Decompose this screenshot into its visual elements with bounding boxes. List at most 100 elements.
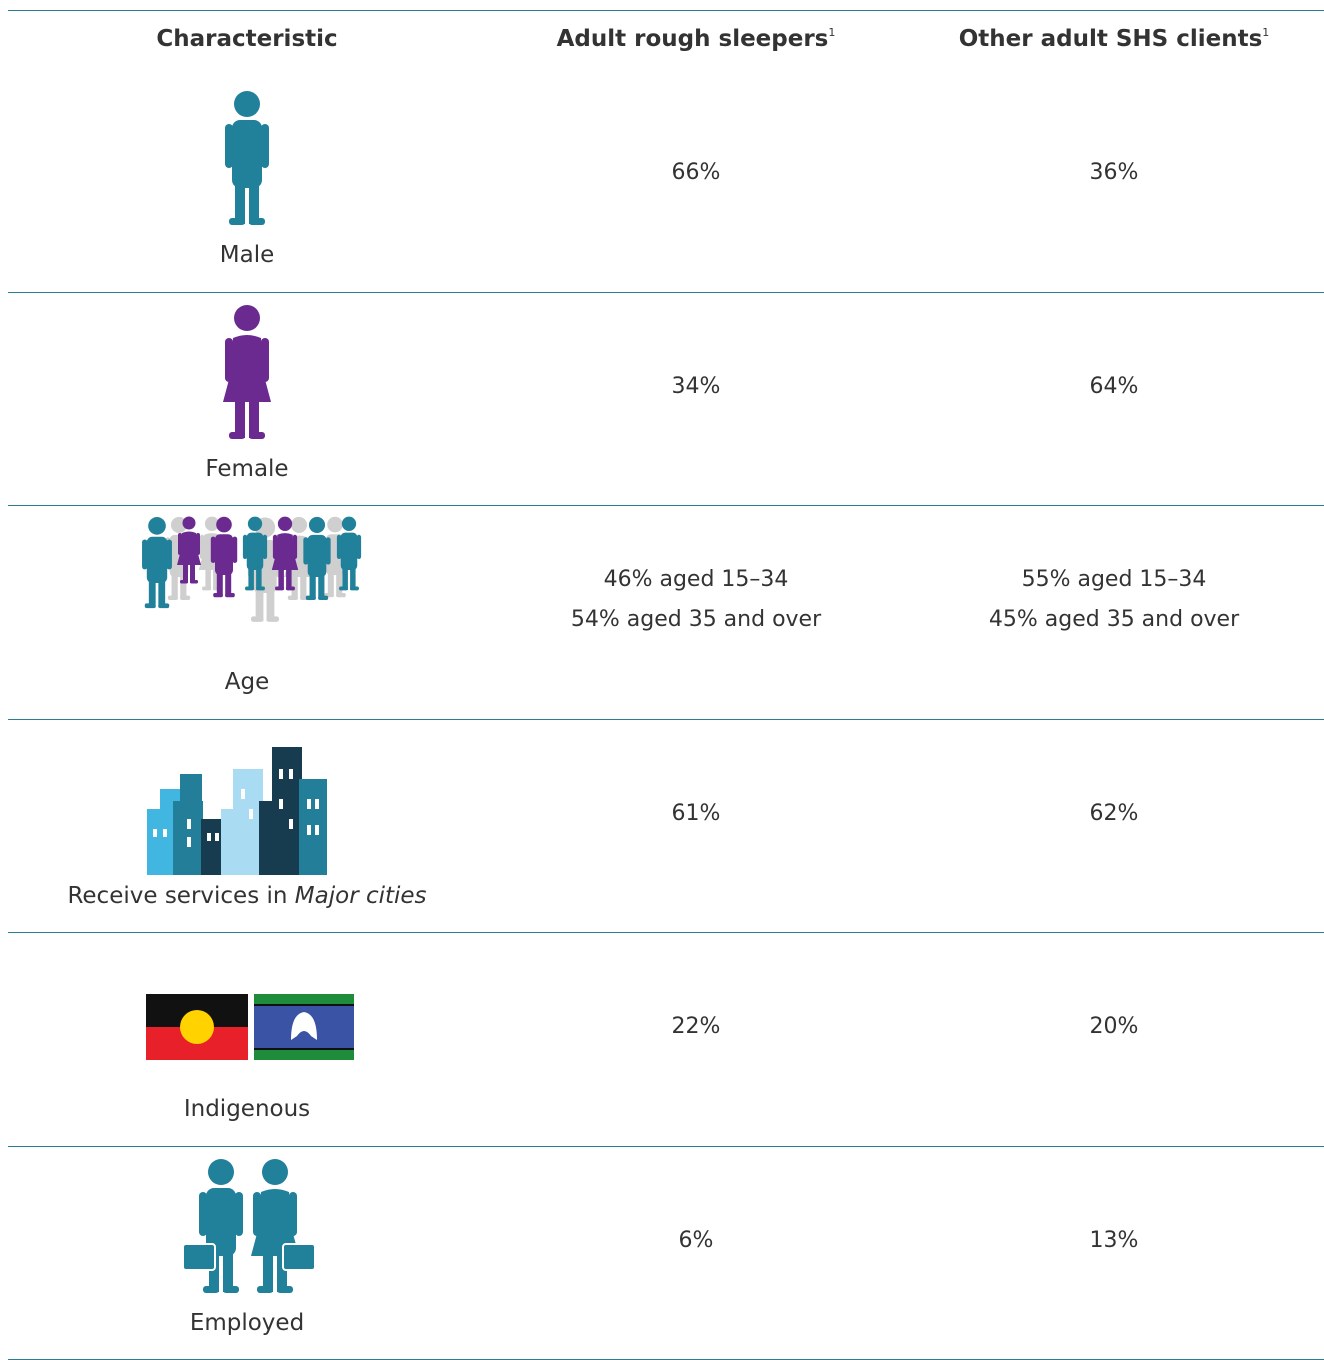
label-text: Indigenous — [183, 1096, 311, 1122]
icon-shape — [223, 334, 271, 402]
icon-shape — [262, 534, 268, 559]
rule — [8, 718, 1324, 720]
value-text: 20% — [1089, 1014, 1139, 1039]
icon-shape — [278, 567, 284, 590]
value-cell: 55% aged 15–34 45% aged 35 and over — [989, 560, 1239, 640]
icon-shape — [148, 580, 156, 608]
icon-shape — [341, 516, 357, 531]
icon-shape — [171, 574, 178, 600]
icon-shape — [146, 536, 168, 583]
icon-shape — [287, 595, 298, 600]
column-header: Adult rough sleepers1 — [557, 26, 836, 52]
icon-shape — [356, 534, 362, 559]
icon-shape — [289, 768, 293, 779]
icon-shape — [180, 580, 188, 584]
value-cell: 34% — [672, 367, 721, 407]
icon-shape — [213, 567, 219, 590]
label-text: Age — [224, 669, 270, 695]
icon-shape — [235, 1191, 243, 1236]
icon-shape — [180, 595, 191, 600]
row-icon — [142, 516, 362, 622]
icon-shape — [206, 1187, 236, 1256]
icon-shape — [290, 516, 308, 533]
icon-shape — [253, 1191, 261, 1236]
value-cell: 6% — [679, 1221, 714, 1261]
value-text: 34% — [671, 373, 721, 399]
value-text: 46% aged 15–34 — [603, 567, 789, 592]
icon-shape — [249, 218, 265, 225]
row-label: Receive services in Major cities — [67, 883, 426, 909]
label-text: Female — [205, 455, 289, 482]
icon-shape — [350, 567, 356, 590]
icon-shape — [279, 798, 283, 809]
icon-shape — [315, 824, 319, 835]
icon-shape — [208, 1158, 234, 1185]
header-text: Characteristic — [156, 26, 338, 52]
value-text: 62% — [1089, 800, 1139, 826]
icon-shape — [180, 1010, 214, 1044]
rule — [8, 505, 1324, 506]
icon-shape — [350, 586, 359, 591]
icon-shape — [242, 534, 248, 559]
icon-shape — [201, 818, 223, 875]
value-cell: 61% — [672, 794, 721, 834]
icon-shape — [307, 824, 311, 835]
value-text: 66% — [671, 160, 721, 185]
row-label: Female — [205, 456, 288, 482]
icon-shape — [305, 595, 316, 600]
icon-shape — [336, 593, 346, 598]
icon-shape — [299, 778, 327, 875]
icon-shape — [202, 586, 211, 591]
row-label: Male — [220, 242, 274, 268]
icon-shape — [279, 768, 283, 779]
icon-shape — [225, 124, 233, 168]
icon-shape — [216, 572, 223, 597]
icon-shape — [292, 534, 298, 559]
value-text: 45% aged 35 and over — [988, 607, 1240, 632]
icon-shape — [187, 836, 191, 847]
icon-shape — [271, 516, 299, 591]
row-icon — [223, 304, 271, 439]
icon-shape — [180, 773, 202, 804]
value-cell: 22% — [672, 1007, 721, 1047]
icon-shape — [303, 516, 331, 600]
icon-shape — [307, 534, 327, 577]
icon-shape — [325, 537, 331, 565]
icon-shape — [190, 563, 195, 583]
icon-shape — [213, 593, 223, 598]
icon-shape — [336, 516, 362, 591]
icon-shape — [199, 1158, 243, 1293]
row-label: Indigenous — [184, 1096, 310, 1122]
icon-shape — [234, 304, 260, 331]
icon-shape — [251, 1158, 299, 1293]
icon-shape — [308, 516, 326, 533]
value-cell: 64% — [1090, 367, 1139, 407]
icon-shape — [225, 593, 235, 598]
icon-shape — [277, 516, 293, 531]
icon-shape — [248, 567, 254, 590]
icon-shape — [199, 534, 205, 559]
icon-shape — [142, 517, 172, 609]
icon-shape — [229, 218, 245, 225]
icon-shape — [203, 1285, 219, 1293]
icon-shape — [235, 397, 245, 438]
rule — [8, 291, 1324, 293]
icon-shape — [261, 337, 269, 382]
icon-shape — [225, 337, 233, 382]
icon-shape — [232, 120, 262, 188]
column-header: Characteristic — [156, 26, 337, 52]
icon-shape — [271, 533, 299, 570]
row-icon — [146, 994, 354, 1060]
icon-shape — [241, 788, 245, 799]
label-text: Male — [219, 242, 275, 268]
icon-shape — [266, 589, 275, 622]
icon-shape — [251, 1188, 299, 1256]
icon-shape — [342, 567, 348, 590]
row-icon — [225, 91, 269, 225]
icon-shape — [234, 91, 260, 117]
icon-shape — [249, 397, 259, 438]
icon-shape — [158, 580, 166, 608]
icon-shape — [307, 798, 311, 809]
icon-shape — [289, 1191, 297, 1236]
